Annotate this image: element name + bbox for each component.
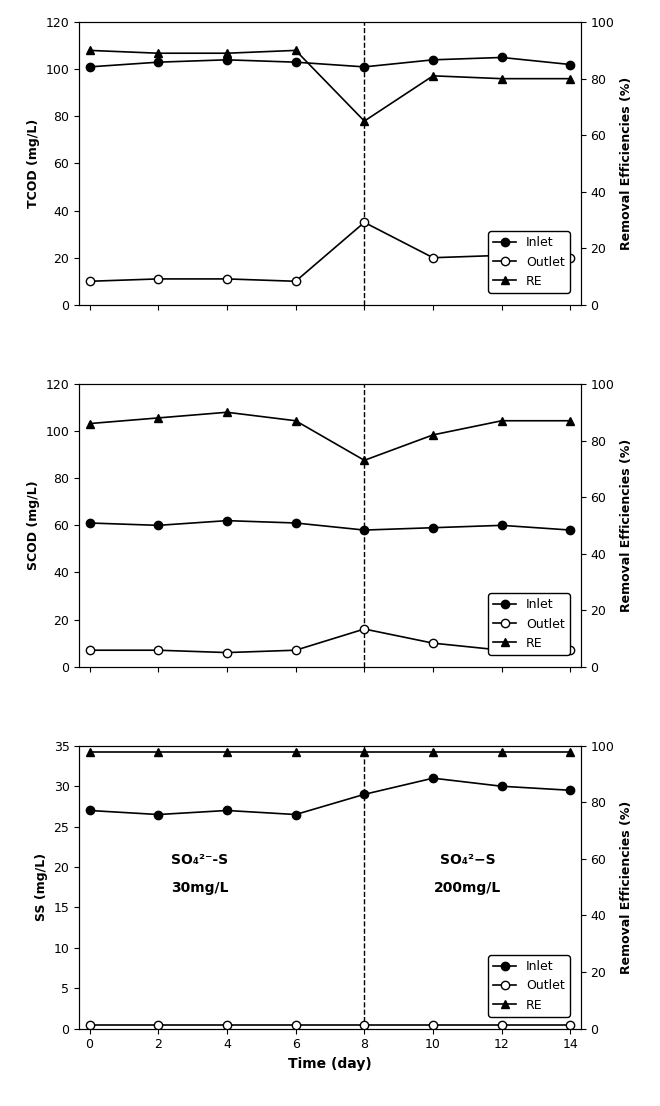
Text: 30mg/L: 30mg/L [171,881,228,895]
Legend: Inlet, Outlet, RE: Inlet, Outlet, RE [488,956,570,1016]
Y-axis label: Removal Efficiencies (%): Removal Efficiencies (%) [620,439,633,612]
Text: 200mg/L: 200mg/L [434,881,501,895]
Y-axis label: TCOD (mg/L): TCOD (mg/L) [27,118,40,208]
Y-axis label: SS (mg/L): SS (mg/L) [35,853,48,921]
Y-axis label: Removal Efficiencies (%): Removal Efficiencies (%) [620,801,633,974]
X-axis label: Time (day): Time (day) [288,1057,372,1071]
Y-axis label: SCOD (mg/L): SCOD (mg/L) [27,480,40,571]
Legend: Inlet, Outlet, RE: Inlet, Outlet, RE [488,593,570,655]
Y-axis label: Removal Efficiencies (%): Removal Efficiencies (%) [620,76,633,250]
Legend: Inlet, Outlet, RE: Inlet, Outlet, RE [488,231,570,293]
Text: SO₄²⁻-S: SO₄²⁻-S [171,853,228,867]
Text: SO₄²−S: SO₄²−S [440,853,495,867]
